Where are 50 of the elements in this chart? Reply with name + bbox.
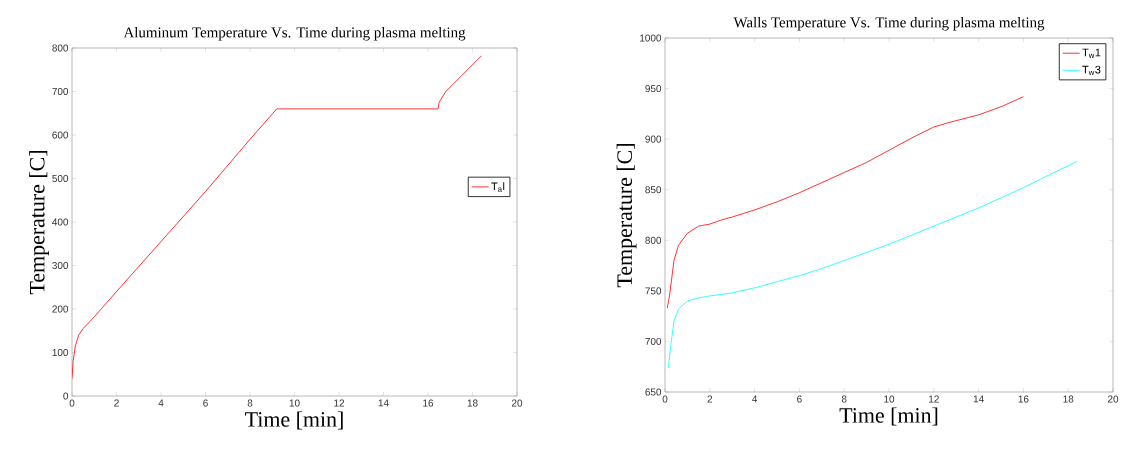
- y-tick-label: 900: [645, 135, 662, 143]
- line-series: [667, 160, 1078, 369]
- legend-label: T$_{a}$l: [491, 182, 505, 192]
- x-tick-label: 8: [247, 399, 253, 407]
- x-tick-label: 14: [973, 395, 984, 403]
- y-tick-label: 800: [645, 236, 662, 244]
- x-tick-label: 4: [752, 395, 758, 403]
- x-tick-label: 6: [797, 395, 802, 403]
- y-tick-label: 950: [645, 85, 662, 93]
- y-tick-label: 600: [52, 131, 69, 139]
- legend-label: T$_{w}$3: [1082, 65, 1101, 76]
- line-series: [666, 96, 1024, 309]
- x-tick-label: 16: [1018, 395, 1029, 403]
- x-tick-label: 10: [884, 395, 895, 403]
- x-tick-label: 0: [69, 399, 75, 407]
- y-tick-label: 800: [52, 44, 69, 52]
- chart-title: Aluminum Temperature Vs. Time during plasma melting: [123, 26, 466, 41]
- legend-label: T$_{w}$1: [1082, 48, 1101, 58]
- y-tick-label: 700: [52, 87, 69, 96]
- x-tick-label: 2: [707, 395, 713, 403]
- y-tick-label: 100: [52, 348, 69, 357]
- x-tick-label: 2: [114, 399, 119, 407]
- y-axis-title: Temperature [C]: [29, 151, 50, 295]
- line-series: [72, 55, 482, 379]
- x-tick-label: 18: [467, 399, 478, 407]
- y-tick-label: 200: [52, 305, 69, 313]
- chart-title: Walls Temperature Vs. Time during plasma melting: [733, 16, 1045, 31]
- y-tick-label: 700: [645, 337, 662, 345]
- y-tick-label: 850: [645, 186, 662, 194]
- x-tick-label: 10: [289, 399, 300, 407]
- x-tick-label: 4: [158, 399, 164, 407]
- y-tick-label: 400: [52, 218, 69, 226]
- y-tick-label: 500: [52, 174, 69, 183]
- x-axis-title: Time [min]: [839, 407, 938, 426]
- x-tick-label: 16: [423, 399, 434, 407]
- x-tick-label: 12: [929, 395, 939, 403]
- x-tick-label: 20: [1107, 395, 1119, 403]
- y-tick-label: 650: [645, 388, 662, 396]
- x-tick-label: 14: [378, 399, 389, 407]
- x-tick-label: 18: [1063, 395, 1074, 403]
- y-tick-label: 1000: [640, 34, 662, 42]
- y-tick-label: 300: [52, 261, 69, 270]
- y-axis-title: Temperature [C]: [616, 144, 637, 288]
- x-tick-label: 6: [203, 399, 208, 407]
- x-tick-label: 8: [841, 395, 847, 403]
- x-axis-title: Time [min]: [245, 411, 343, 430]
- y-tick-label: 750: [645, 287, 662, 295]
- x-tick-label: 20: [511, 399, 523, 407]
- x-tick-label: 0: [662, 395, 668, 403]
- x-tick-label: 12: [334, 399, 345, 407]
